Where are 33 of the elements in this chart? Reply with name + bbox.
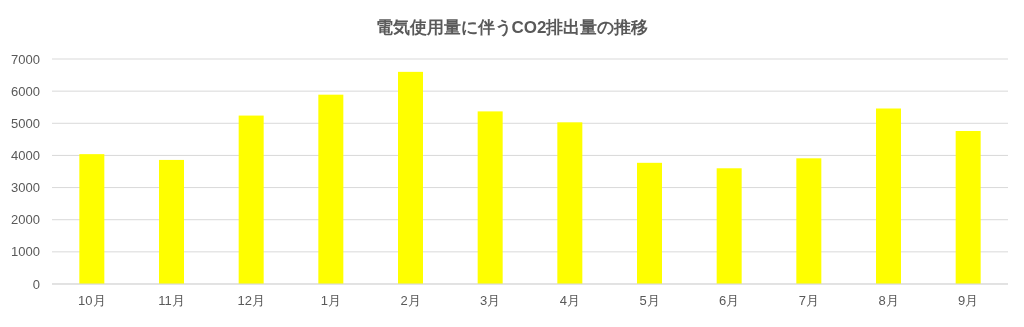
bar (238, 115, 264, 284)
y-tick-label: 5000 (11, 115, 40, 131)
y-tick-label: 6000 (11, 83, 40, 99)
x-tick-label: 9月 (958, 293, 979, 308)
y-tick-label: 4000 (11, 147, 40, 163)
bar (398, 71, 423, 284)
x-tick-label: 3月 (480, 293, 501, 308)
bar (716, 168, 742, 284)
y-tick-label: 1000 (11, 244, 40, 260)
x-tick-label: 10月 (78, 293, 106, 308)
x-tick-label: 7月 (798, 293, 819, 308)
x-tick-label: 4月 (559, 293, 580, 308)
y-tick-label: 0 (32, 276, 40, 292)
bar (876, 108, 901, 284)
bar (159, 159, 184, 284)
bar (955, 131, 981, 284)
x-tick-label: 1月 (320, 293, 341, 308)
bar (318, 94, 344, 284)
bar (637, 162, 662, 284)
bar (79, 154, 105, 284)
bar (796, 158, 822, 284)
x-tick-label: 11月 (158, 293, 185, 308)
y-tick-label: 3000 (11, 180, 40, 196)
x-tick-label: 6月 (719, 293, 740, 308)
x-tick-label: 8月 (878, 293, 899, 308)
chart-title: 電気使用量に伴うCO2排出量の推移 (375, 18, 649, 37)
y-tick-label: 7000 (11, 51, 40, 67)
x-tick-label: 12月 (237, 293, 265, 308)
bar (557, 122, 583, 284)
bar (477, 111, 503, 284)
x-tick-label: 5月 (639, 293, 660, 308)
y-tick-label: 2000 (11, 212, 40, 228)
x-tick-label: 2月 (400, 293, 421, 308)
